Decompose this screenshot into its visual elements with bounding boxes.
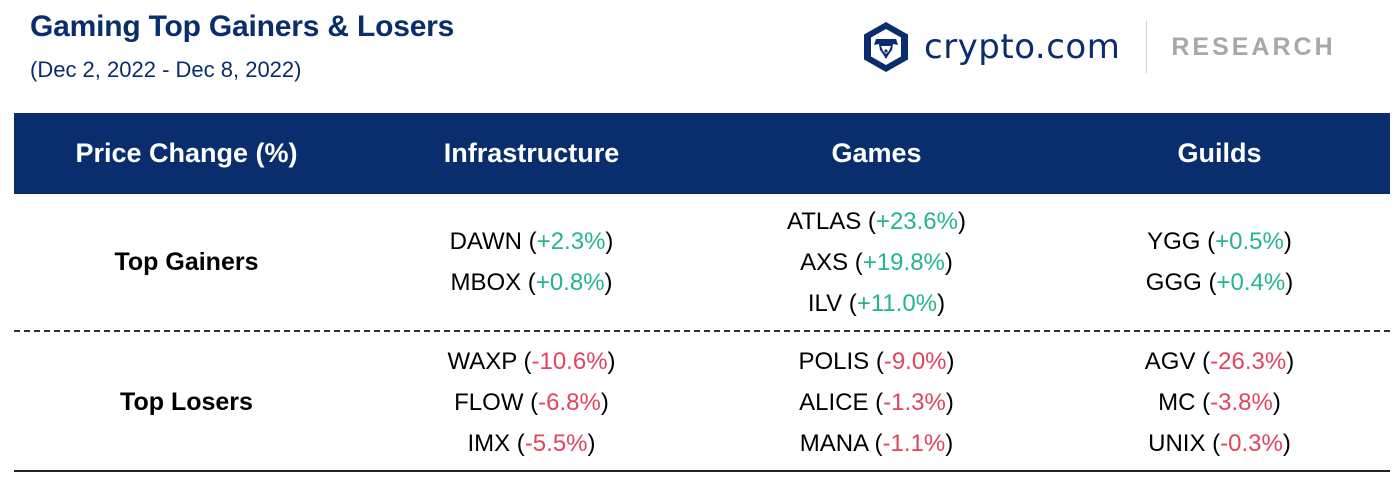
price-change-negative: -3.8% — [1210, 388, 1273, 416]
cell-losers-infrastructure: WAXP (-10.6%) FLOW (-6.8%) IMX (-5.5%) — [359, 341, 704, 464]
token-symbol: WAXP — [447, 347, 517, 375]
token-symbol: POLIS — [798, 347, 870, 375]
price-change-positive: +0.5% — [1215, 228, 1284, 255]
token-symbol: GGG — [1145, 269, 1202, 296]
column-header-games: Games — [831, 138, 922, 168]
token-symbol: ALICE — [799, 388, 869, 416]
token-symbol: AGV — [1144, 347, 1196, 375]
cell-losers-guilds: AGV (-26.3%) MC (-3.8%) UNIX (-0.3%) — [1049, 341, 1390, 464]
price-change-negative: -10.6% — [531, 347, 608, 375]
token-symbol: MC — [1158, 388, 1196, 416]
date-range-subtitle: (Dec 2, 2022 - Dec 8, 2022) — [30, 57, 302, 82]
price-change-negative: -1.3% — [883, 388, 946, 416]
token-symbol: AXS — [800, 248, 849, 276]
token-symbol: FLOW — [454, 388, 524, 416]
page-title: Gaming Top Gainers & Losers — [30, 10, 455, 43]
token-symbol: YGG — [1147, 228, 1201, 255]
token-symbol: MANA — [799, 429, 868, 457]
cell-gainers-infrastructure: DAWN (+2.3%) MBOX (+0.8%) — [359, 221, 704, 303]
token-entry: FLOW (-6.8%) — [454, 388, 609, 416]
token-symbol: IMX — [467, 429, 511, 457]
price-change-negative: -0.3% — [1220, 429, 1283, 457]
brand-logo-group: crypto.com RESEARCH — [862, 20, 1336, 74]
token-entry: AXS (+19.8%) — [800, 248, 953, 276]
row-divider-dashed — [14, 330, 1390, 332]
cell-gainers-games: ATLAS (+23.6%) AXS (+19.8%) ILV (+11.0%) — [704, 201, 1049, 324]
table-bottom-border — [14, 470, 1390, 472]
token-entry: AGV (-26.3%) — [1144, 347, 1295, 375]
cell-gainers-guilds: YGG (+0.5%) GGG (+0.4%) — [1049, 221, 1390, 303]
token-entry: YGG (+0.5%) — [1147, 228, 1292, 255]
price-change-positive: +2.3% — [536, 228, 606, 255]
price-change-positive: +23.6% — [875, 207, 958, 235]
brand-section-label: RESEARCH — [1171, 32, 1336, 61]
token-entry: IMX (-5.5%) — [467, 429, 596, 457]
column-header-price-change: Price Change (%) — [75, 138, 298, 168]
token-entry: UNIX (-0.3%) — [1148, 429, 1291, 457]
token-entry: MC (-3.8%) — [1158, 388, 1281, 416]
token-symbol: DAWN — [449, 228, 523, 255]
token-entry: WAXP (-10.6%) — [447, 347, 616, 375]
token-entry: MANA (-1.1%) — [799, 429, 954, 457]
price-change-negative: -9.0% — [883, 347, 947, 375]
table-row-top-losers: Top Losers WAXP (-10.6%) FLOW (-6.8%) IM… — [14, 338, 1390, 466]
row-label-top-losers: Top Losers — [120, 387, 253, 416]
token-entry: ILV (+11.0%) — [807, 289, 946, 317]
token-entry: ATLAS (+23.6%) — [787, 207, 966, 235]
column-header-guilds: Guilds — [1177, 138, 1262, 168]
cell-losers-games: POLIS (-9.0%) ALICE (-1.3%) MANA (-1.1%) — [704, 341, 1049, 464]
token-symbol: MBOX — [450, 269, 522, 296]
token-entry: DAWN (+2.3%) — [449, 228, 614, 255]
table-header: Price Change (%) Infrastructure Games Gu… — [14, 113, 1390, 194]
column-header-infrastructure: Infrastructure — [443, 138, 620, 168]
token-entry: MBOX (+0.8%) — [450, 269, 613, 296]
price-change-positive: +0.8% — [535, 269, 605, 296]
token-symbol: UNIX — [1148, 429, 1206, 457]
price-change-negative: -5.5% — [524, 429, 588, 457]
token-entry: POLIS (-9.0%) — [798, 347, 955, 375]
row-label-top-gainers: Top Gainers — [114, 247, 259, 276]
price-change-positive: +19.8% — [862, 248, 945, 276]
brand-name: crypto.com — [924, 27, 1121, 67]
price-change-positive: +11.0% — [856, 289, 938, 317]
token-entry: GGG (+0.4%) — [1145, 269, 1294, 296]
price-change-positive: +0.4% — [1216, 269, 1286, 296]
table-row-top-gainers: Top Gainers DAWN (+2.3%) MBOX (+0.8%) AT… — [14, 200, 1390, 324]
price-change-negative: -26.3% — [1210, 347, 1287, 375]
price-change-negative: -1.1% — [882, 429, 946, 457]
price-change-negative: -6.8% — [538, 388, 601, 416]
crypto-com-lion-shield-icon — [864, 22, 908, 72]
token-symbol: ATLAS — [787, 207, 862, 235]
token-symbol: ILV — [807, 289, 843, 317]
token-entry: ALICE (-1.3%) — [799, 388, 954, 416]
brand-divider — [1146, 21, 1148, 73]
